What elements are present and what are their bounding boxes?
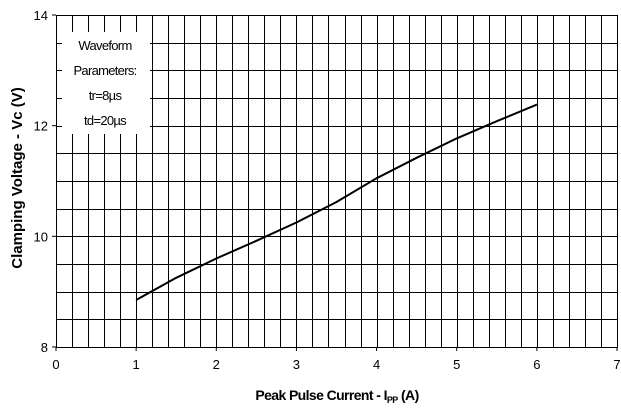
x-axis-label: Peak Pulse Current - IPP (A) [255,387,418,405]
annotation-line-3: tr=8µs [89,88,123,103]
x-tick-label: 2 [213,357,220,372]
x-axis-label-main: Peak Pulse Current - I [255,387,387,403]
x-tick-label: 4 [373,357,380,372]
x-tick-label: 5 [453,357,460,372]
x-tick-label: 1 [133,357,140,372]
x-axis-label-unit: (A) [398,387,419,403]
y-tick-label: 14 [34,8,48,23]
waveform-parameters-box: Waveform Parameters: tr=8µs td=20µs [62,32,150,134]
series-lines [135,103,538,301]
annotation-line-1: Waveform [78,38,131,53]
x-axis-label-subscript: PP [387,395,398,405]
series-line [135,103,538,301]
y-tick-label: 10 [34,229,48,244]
x-tick-label: 6 [533,357,540,372]
y-tick-label: 12 [34,119,48,134]
annotation-line-2: Parameters: [73,63,136,78]
x-tick-label: 0 [52,357,59,372]
annotation-line-4: td=20µs [84,113,127,128]
x-tick-label: 3 [293,357,300,372]
legend-background [62,32,150,134]
x-tick-label: 7 [613,357,620,372]
y-tick-label: 8 [41,340,48,355]
y-axis-label: Clamping Voltage - Vc (V) [9,87,26,268]
plot-area-frame [56,15,618,348]
